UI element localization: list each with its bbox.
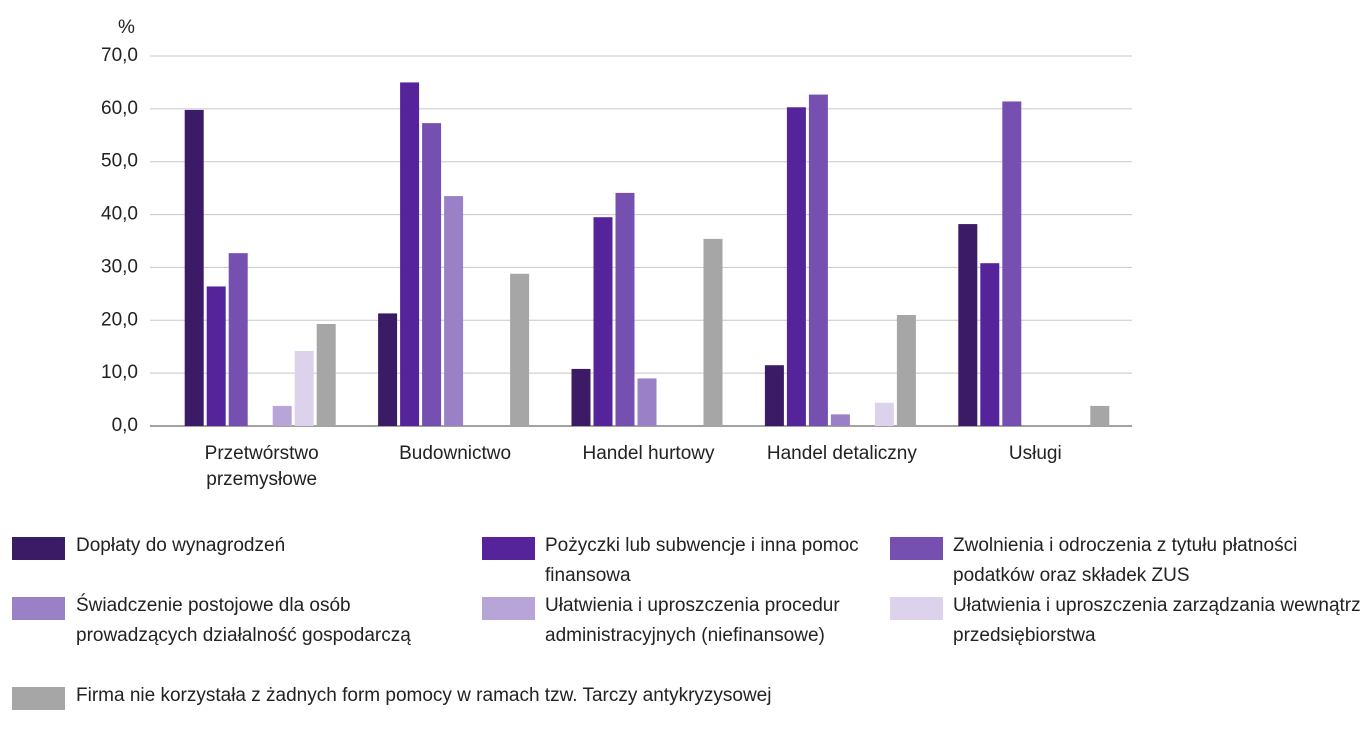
bar — [228, 253, 248, 426]
bar — [958, 224, 978, 426]
legend-swatch — [12, 597, 65, 620]
bar — [184, 109, 204, 427]
bar — [808, 94, 828, 426]
bar — [316, 323, 336, 426]
bar — [786, 107, 806, 427]
bar — [830, 414, 850, 426]
y-tick-label: 60,0 — [101, 98, 138, 119]
y-unit-label: % — [118, 17, 135, 38]
legend-label: Dopłaty do wynagrodzeń — [76, 535, 286, 556]
legend-swatch — [12, 687, 65, 710]
bar — [637, 378, 657, 426]
y-tick-label: 0,0 — [112, 415, 138, 436]
y-tick-label: 10,0 — [101, 362, 138, 383]
y-tick-label: 70,0 — [101, 45, 138, 66]
bar — [206, 286, 226, 426]
bar — [703, 238, 723, 426]
legend-label: Pożyczki lub subwencje i inna pomoc fina… — [545, 535, 859, 586]
bar — [294, 350, 314, 426]
legend-label: Ułatwienia i uproszczenia zarządzania we… — [953, 595, 1361, 646]
legend-label: Firma nie korzystała z żadnych form pomo… — [76, 685, 772, 706]
y-tick-label: 20,0 — [101, 309, 138, 330]
bar — [593, 217, 613, 426]
bar — [764, 365, 784, 426]
x-tick-label: Budownictwo — [399, 443, 512, 464]
legend-swatch — [482, 537, 535, 560]
y-tick-label: 40,0 — [101, 204, 138, 225]
legend-label: Świadczenie postojowe dla osób prowadząc… — [76, 595, 411, 646]
bar — [378, 313, 398, 426]
legend-label: Zwolnienia i odroczenia z tytułu płatnoś… — [953, 535, 1298, 586]
legend-label: Ułatwienia i uproszczenia procedur admin… — [545, 595, 840, 646]
legend-swatch — [890, 537, 943, 560]
legend-swatch — [890, 597, 943, 620]
bar — [980, 263, 1000, 426]
bar — [1090, 405, 1110, 426]
legend-swatch — [12, 537, 65, 560]
y-tick-label: 50,0 — [101, 151, 138, 172]
bar — [400, 82, 420, 426]
bar — [896, 315, 916, 426]
bar — [615, 192, 635, 426]
x-tick-label: Handel detaliczny — [766, 443, 917, 464]
bar — [510, 273, 530, 426]
y-tick-label: 30,0 — [101, 256, 138, 277]
bar — [1002, 101, 1022, 426]
x-tick-label: Usługi — [1008, 443, 1062, 464]
bar — [422, 123, 442, 426]
x-tick-label: Handel hurtowy — [582, 443, 715, 464]
bar — [874, 402, 894, 426]
legend-swatch — [482, 597, 535, 620]
bar — [444, 196, 464, 426]
x-tick-label: Przetwórstwo przemysłowe — [204, 443, 319, 490]
bar — [571, 368, 591, 426]
bar — [272, 405, 292, 426]
